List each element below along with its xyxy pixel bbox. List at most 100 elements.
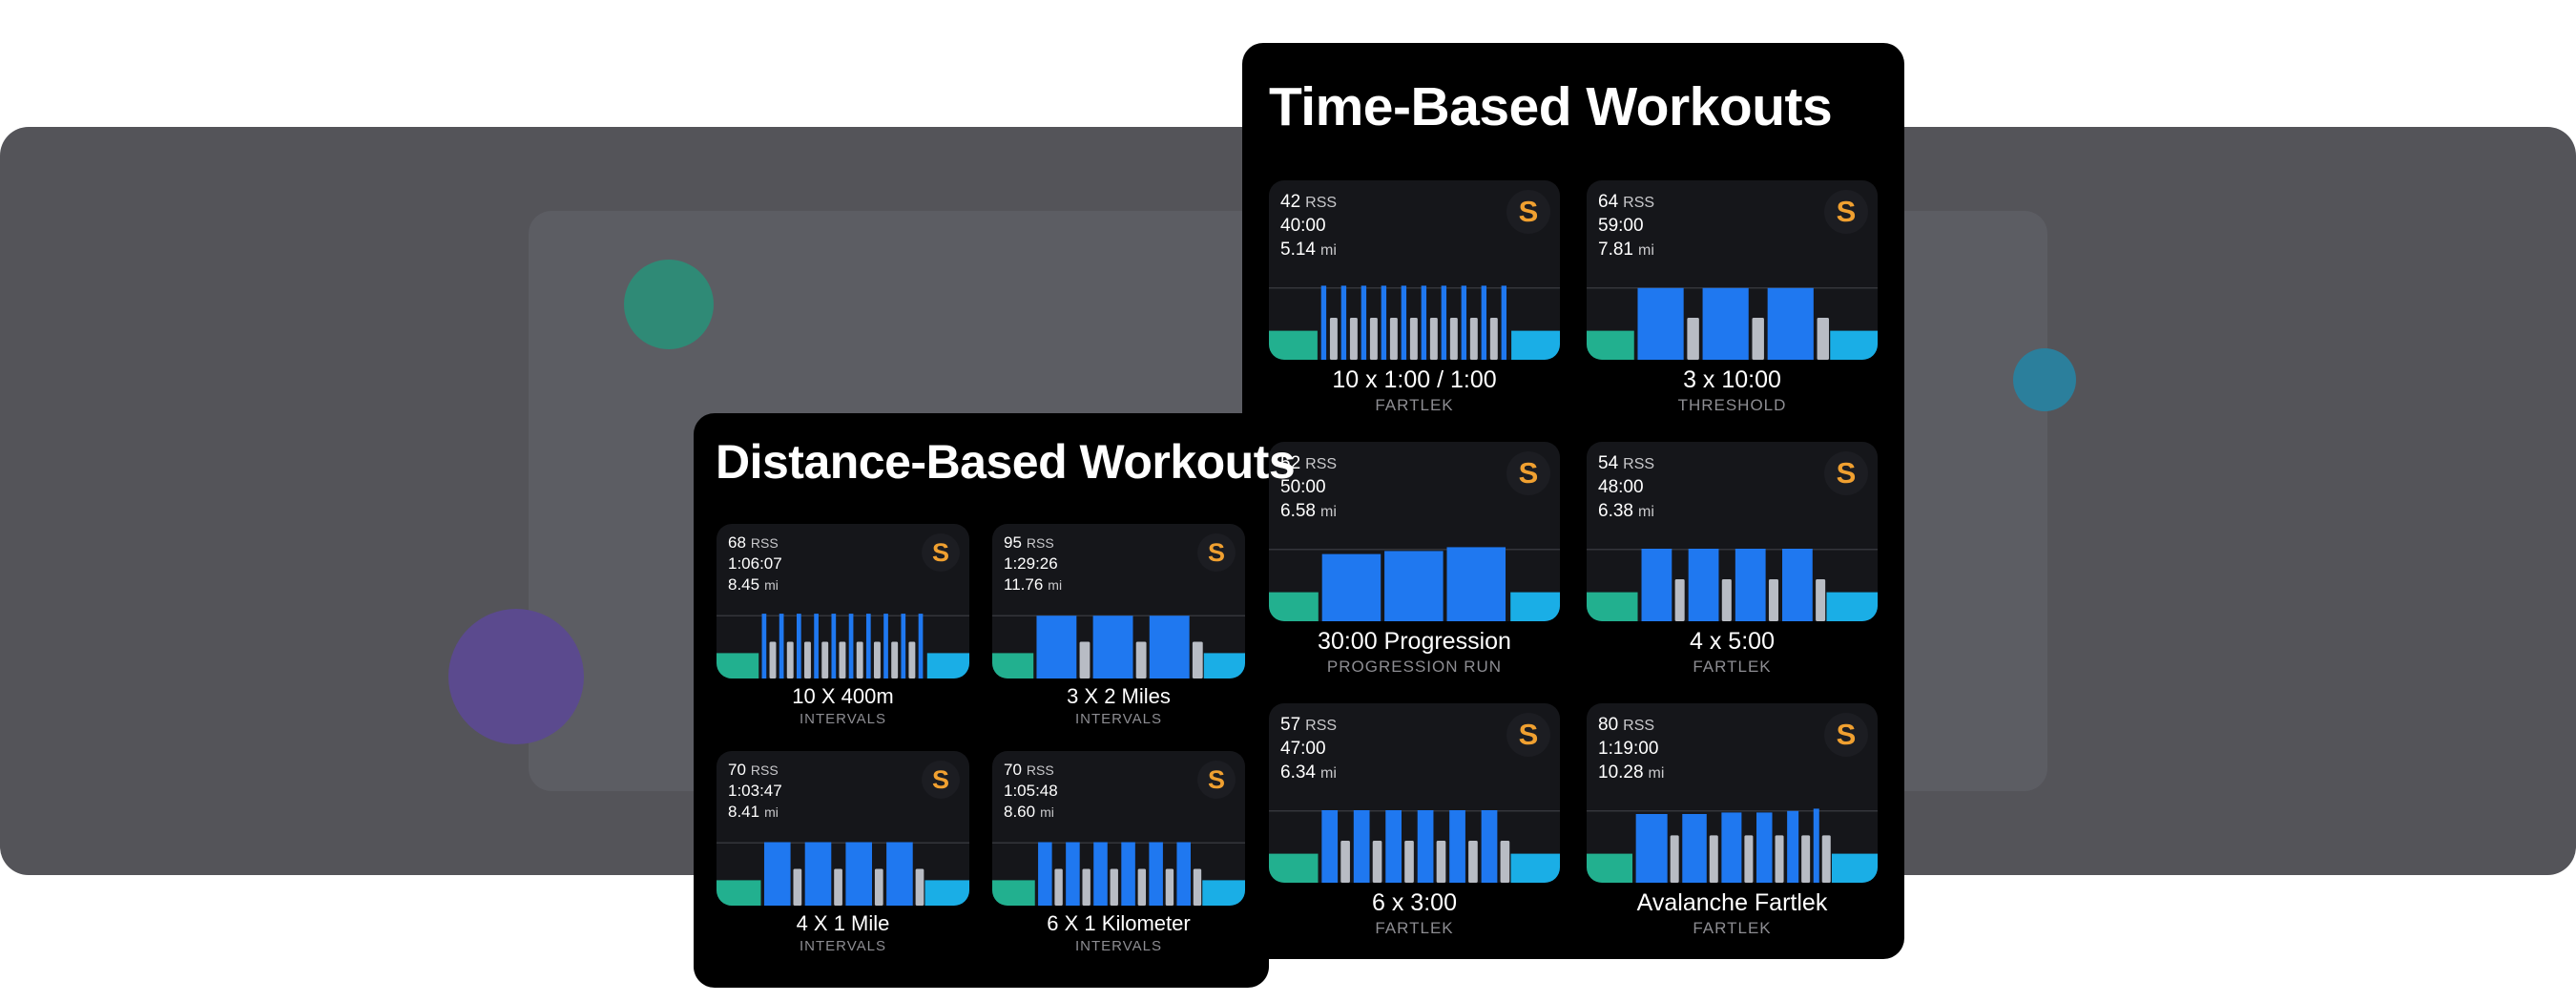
cooldown-bar	[1510, 853, 1560, 883]
workout-card[interactable]: 95 RSS 1:29:26 11.76 mi S 3 X 2 Miles INTERVALS	[992, 524, 1245, 731]
intensity-chart-svg	[1269, 810, 1560, 883]
recovery-bar	[1801, 835, 1811, 883]
recovery-bar	[1500, 841, 1510, 883]
work-interval-bar	[845, 842, 873, 906]
work-interval-bar	[1735, 549, 1766, 621]
workout-category: INTERVALS	[1075, 711, 1162, 727]
workout-card-preview[interactable]: 68 RSS 1:06:07 8.45 mi S	[717, 524, 969, 678]
workout-card[interactable]: 42 RSS 40:00 5.14 mi S 10 x 1:00 / 1:00 FARTLEK	[1269, 180, 1560, 418]
workout-card[interactable]: 70 RSS 1:03:47 8.41 mi S 4 X 1 Mile INTERVALS	[717, 751, 969, 958]
recovery-bar	[1821, 835, 1831, 883]
workout-card-preview[interactable]: 52 RSS 50:00 6.58 mi S	[1269, 442, 1560, 621]
rss-stat: 80 RSS	[1598, 715, 1654, 736]
work-interval-bar	[1036, 616, 1077, 678]
warmup-bar	[717, 653, 759, 678]
work-interval-bar	[1340, 285, 1347, 360]
recovery-bar	[1768, 579, 1778, 621]
recovery-bar	[839, 641, 846, 678]
duration-value: 48:00	[1598, 477, 1644, 497]
rss-unit: RSS	[750, 762, 779, 778]
workout-card[interactable]: 54 RSS 48:00 6.38 mi S 4 x 5:00 FARTLEK	[1587, 442, 1878, 679]
workout-name: 4 X 1 Mile	[796, 911, 890, 935]
warmup-bar	[992, 880, 1035, 906]
panel-title: Distance-Based Workouts	[716, 435, 1296, 489]
work-interval-bar	[918, 614, 924, 678]
recovery-bar	[1372, 841, 1382, 883]
workout-intensity-chart	[992, 612, 1245, 678]
workout-card[interactable]: 80 RSS 1:19:00 10.28 mi S Avalanche Fartlek FAR…	[1587, 703, 1878, 941]
duration-stat: 40:00	[1280, 216, 1326, 237]
distance-unit: mi	[1040, 804, 1054, 820]
workout-card[interactable]: 64 RSS 59:00 7.81 mi S 3 x 10:00 THRESHOLD	[1587, 180, 1878, 418]
workout-card-preview[interactable]: 70 RSS 1:03:47 8.41 mi S	[717, 751, 969, 906]
cooldown-bar	[1826, 592, 1878, 621]
distance-value: 6.34	[1280, 762, 1316, 783]
work-interval-bar	[1149, 842, 1163, 906]
recovery-bar	[1429, 318, 1438, 360]
recovery-bar	[1340, 841, 1350, 883]
decorative-blue-circle	[2013, 348, 2076, 411]
distance-unit: mi	[1637, 504, 1654, 520]
distance-unit: mi	[1648, 765, 1665, 782]
warmup-bar	[1269, 330, 1318, 360]
distance-unit: mi	[1048, 577, 1063, 593]
workout-card-preview[interactable]: 42 RSS 40:00 5.14 mi S	[1269, 180, 1560, 360]
work-interval-bar	[1401, 285, 1407, 360]
workout-card-preview[interactable]: 80 RSS 1:19:00 10.28 mi S	[1587, 703, 1878, 883]
workout-card[interactable]: 52 RSS 50:00 6.58 mi S 30:00 Progression PROGRE…	[1269, 442, 1560, 679]
duration-value: 40:00	[1280, 216, 1326, 236]
rss-value: 70	[1004, 761, 1022, 779]
recovery-bar	[1721, 579, 1732, 621]
warmup-bar	[1269, 853, 1319, 883]
work-interval-bar	[1721, 812, 1742, 883]
work-interval-bar	[779, 614, 784, 678]
recovery-bar	[769, 641, 777, 678]
work-interval-bar	[886, 842, 913, 906]
workout-card-preview[interactable]: 95 RSS 1:29:26 11.76 mi S	[992, 524, 1245, 678]
work-interval-bar	[1361, 285, 1367, 360]
warmup-bar	[717, 880, 761, 906]
cooldown-bar	[1203, 653, 1245, 678]
distance-stat: 8.41 mi	[728, 803, 779, 822]
duration-value: 59:00	[1598, 216, 1644, 236]
distance-value: 6.38	[1598, 501, 1633, 521]
workout-card-preview[interactable]: 70 RSS 1:05:48 8.60 mi S	[992, 751, 1245, 906]
work-interval-bar	[1421, 285, 1427, 360]
workout-card[interactable]: 70 RSS 1:05:48 8.60 mi S 6 X 1 Kilometer INTERV…	[992, 751, 1245, 958]
workout-card[interactable]: 68 RSS 1:06:07 8.45 mi S 10 X 400m INTERVALS	[717, 524, 969, 731]
intensity-chart-svg	[717, 842, 969, 906]
recovery-bar	[1817, 318, 1830, 360]
work-interval-bar	[1688, 549, 1719, 621]
strava-s-icon: S	[1506, 190, 1550, 234]
workout-card[interactable]: 57 RSS 47:00 6.34 mi S 6 x 3:00 FARTLEK	[1269, 703, 1560, 941]
distance-unit: mi	[1637, 242, 1654, 259]
intensity-chart-svg	[1587, 808, 1878, 883]
recovery-bar	[915, 868, 924, 906]
rss-value: 68	[728, 533, 746, 552]
workout-card-preview[interactable]: 64 RSS 59:00 7.81 mi S	[1587, 180, 1878, 360]
work-interval-bar	[901, 614, 906, 678]
work-interval-bar	[1381, 285, 1387, 360]
work-interval-bar	[1121, 842, 1135, 906]
workout-card-preview[interactable]: 54 RSS 48:00 6.38 mi S	[1587, 442, 1878, 621]
recovery-bar	[793, 868, 802, 906]
distance-stat: 6.34 mi	[1280, 762, 1337, 783]
workout-category: PROGRESSION RUN	[1326, 658, 1503, 676]
recovery-bar	[1165, 868, 1174, 906]
recovery-bar	[1816, 579, 1826, 621]
recovery-bar	[804, 641, 811, 678]
work-interval-bar	[797, 614, 801, 678]
rss-unit: RSS	[750, 535, 779, 551]
distance-stat: 10.28 mi	[1598, 762, 1664, 783]
workout-category: INTERVALS	[800, 938, 886, 954]
workout-card-preview[interactable]: 57 RSS 47:00 6.34 mi S	[1269, 703, 1560, 883]
work-interval-bar	[1641, 549, 1672, 621]
recovery-bar	[1369, 318, 1378, 360]
workout-name: 30:00 Progression	[1318, 628, 1511, 655]
workout-name: 4 x 5:00	[1690, 628, 1775, 655]
work-interval-bar	[1637, 287, 1684, 360]
distance-stat: 5.14 mi	[1280, 240, 1337, 261]
recovery-bar	[1674, 579, 1685, 621]
recovery-bar	[874, 868, 883, 906]
distance-value: 6.58	[1280, 501, 1316, 521]
